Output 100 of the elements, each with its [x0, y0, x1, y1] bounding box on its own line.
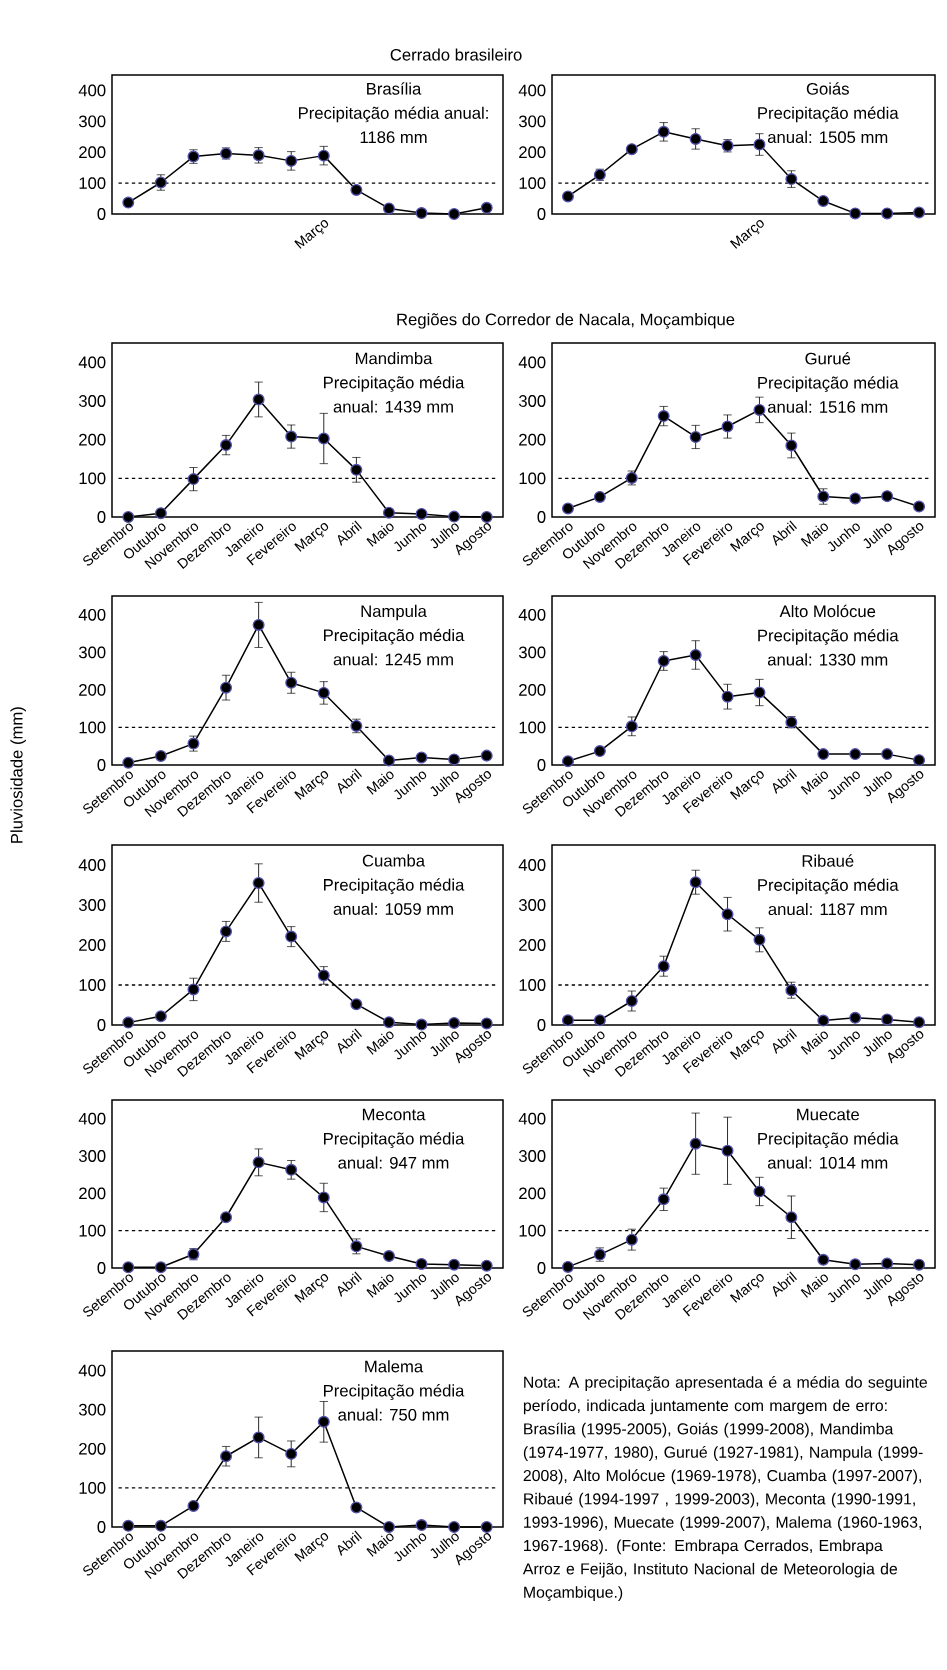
y-tick-label: 200	[79, 433, 106, 446]
point	[382, 754, 395, 767]
point	[122, 1016, 135, 1029]
chart-subtitle: Gurué	[805, 352, 851, 365]
y-tick-label: 100	[79, 1482, 106, 1494]
point	[220, 1450, 233, 1463]
point	[721, 1144, 734, 1157]
y-tick-label: 0	[537, 208, 546, 220]
point	[187, 983, 200, 996]
y-tick-label: 200	[79, 939, 106, 951]
point	[317, 686, 330, 699]
annotation: Precipitação média	[324, 1132, 465, 1148]
point	[881, 207, 894, 220]
point	[913, 754, 926, 767]
y-tick-label: 300	[78, 395, 106, 407]
point	[849, 1258, 862, 1271]
annotation: anual: 1187 mm	[768, 902, 887, 916]
y-tick-label: 200	[79, 1187, 106, 1200]
x-tick-label: Maio	[366, 523, 394, 547]
point	[382, 1016, 395, 1029]
y-tick-label: 300	[78, 115, 106, 128]
point	[817, 1253, 830, 1266]
point	[593, 745, 606, 758]
point	[913, 500, 926, 513]
point	[154, 750, 167, 762]
point	[657, 654, 670, 667]
point	[753, 933, 766, 946]
x-tick-label: Maio	[800, 1274, 828, 1298]
chart-subtitle: Cuamba	[362, 854, 426, 867]
point	[187, 1499, 200, 1512]
point	[350, 998, 363, 1011]
x-tick-label: Maio	[800, 771, 828, 795]
point	[817, 195, 830, 208]
point	[382, 1521, 395, 1534]
point	[415, 751, 428, 764]
point	[285, 1163, 298, 1176]
point	[154, 507, 167, 520]
point	[753, 138, 766, 151]
y-tick-label: 400	[518, 1112, 546, 1125]
point	[849, 748, 862, 761]
annotation: anual: 1245 mm	[333, 653, 453, 666]
annotation: Precipitação média	[758, 106, 899, 123]
y-tick-label: 300	[78, 899, 106, 911]
annotation: Precipitação média	[758, 628, 899, 645]
annotation: Precipitação média anual:	[298, 106, 488, 123]
y-tick-label: 300	[78, 1403, 106, 1416]
point	[220, 681, 233, 694]
y-tick-label: 100	[519, 472, 546, 485]
y-tick-label: 0	[537, 1019, 546, 1031]
point	[285, 154, 298, 167]
point	[285, 930, 298, 943]
point	[122, 1519, 135, 1532]
point	[448, 1521, 461, 1534]
point	[317, 149, 330, 162]
chart-subtitle: Malema	[365, 1360, 424, 1373]
point	[122, 196, 135, 209]
point	[753, 686, 766, 699]
point	[382, 202, 395, 215]
point	[625, 143, 638, 156]
y-tick-label: 200	[79, 146, 106, 159]
point	[415, 1519, 428, 1532]
annotation: Precipitação média	[758, 878, 899, 895]
y-tick-label: 400	[78, 356, 106, 369]
point	[415, 1018, 428, 1031]
y-axis-title: Pluviosidade (mm)	[10, 707, 26, 843]
point	[657, 1193, 670, 1206]
point	[252, 393, 265, 406]
point	[817, 1014, 830, 1027]
y-tick-label: 0	[537, 1262, 546, 1274]
point	[317, 432, 330, 445]
point	[689, 132, 702, 145]
y-tick-label: 100	[79, 1224, 106, 1237]
point	[154, 1519, 167, 1532]
point	[881, 1257, 894, 1270]
point	[480, 749, 493, 762]
point	[285, 430, 298, 443]
y-tick-label: 0	[537, 759, 546, 771]
point	[913, 1016, 926, 1029]
y-tick-label: 300	[518, 115, 546, 128]
y-tick-label: 400	[518, 608, 546, 621]
point	[849, 207, 862, 220]
point	[220, 925, 233, 938]
y-tick-label: 200	[79, 1442, 106, 1455]
y-tick-label: 0	[97, 1521, 106, 1533]
point	[625, 1233, 638, 1246]
y-tick-label: 200	[519, 146, 546, 159]
y-tick-label: 0	[97, 511, 106, 523]
y-tick-label: 100	[79, 979, 106, 991]
point	[849, 1011, 862, 1024]
point	[721, 690, 734, 703]
annotation: anual: 1330 mm	[767, 653, 888, 666]
point	[252, 1431, 265, 1444]
annotation: Precipitação média	[324, 376, 465, 392]
annotation: anual: 947 mm	[338, 1156, 449, 1169]
point	[480, 1521, 493, 1534]
y-tick-label: 400	[518, 859, 546, 871]
x-tick-label: Maio	[366, 1031, 394, 1055]
y-tick-label: 400	[78, 84, 106, 97]
point	[122, 756, 135, 769]
point	[657, 960, 670, 973]
